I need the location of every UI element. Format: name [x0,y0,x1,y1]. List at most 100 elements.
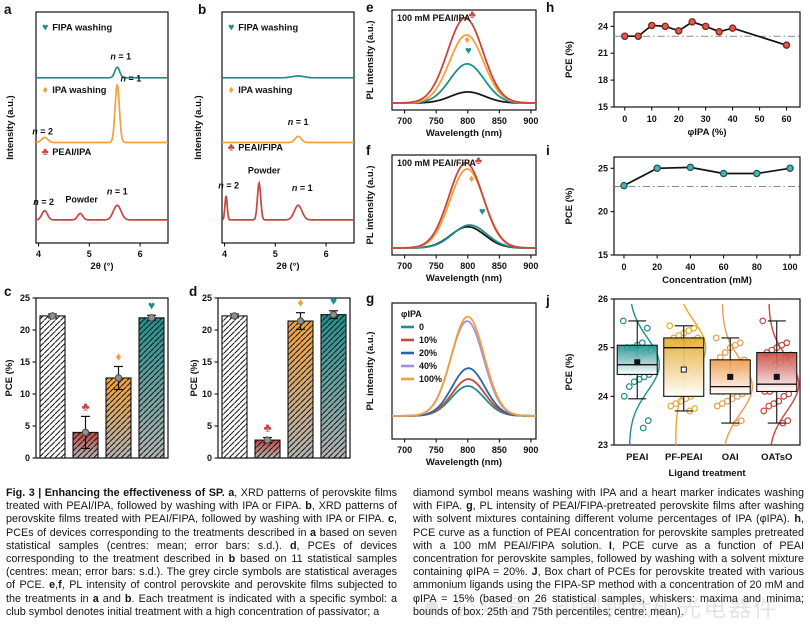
svg-text:n = 1: n = 1 [121,73,142,83]
svg-text:100%: 100% [419,374,442,384]
svg-text:5: 5 [25,421,30,431]
caption-segment: I [608,539,612,552]
svg-text:6: 6 [138,249,143,259]
panel-d-chart: 0 5 10 15 20 25 PCE (%) ♣ ♦ ♥ [189,293,351,463]
svg-text:♦: ♦ [297,296,303,310]
panel-a-label: a [4,2,12,17]
svg-text:OAI: OAI [722,452,739,463]
caption-segment: g [466,500,473,513]
svg-text:PCE (%): PCE (%) [4,360,15,397]
svg-text:PEAI: PEAI [626,452,648,463]
svg-text:800: 800 [460,116,475,126]
svg-text:750: 750 [429,261,444,271]
svg-text:20: 20 [674,114,684,124]
svg-text:♦: ♦ [464,34,470,46]
caption-segment: e [49,579,56,592]
panel-f-label: f [366,143,371,158]
svg-text:♣: ♣ [469,9,476,21]
svg-text:700: 700 [397,445,412,455]
caption-segment: b [305,500,312,513]
panel-a-chart: 4 5 6 2θ (°) Intensity (a.u.) ♥ FIPA washing n … [5,11,169,272]
svg-text:n = 1: n = 1 [288,117,309,127]
caption-segment: J [531,566,538,579]
svg-text:850: 850 [492,261,507,271]
svg-text:15: 15 [598,250,608,260]
svg-text:♥: ♥ [228,21,234,33]
svg-text:80: 80 [752,262,762,272]
svg-text:10: 10 [20,389,30,399]
panel-d-label: d [189,284,198,299]
caption-segment: Fig. 3 | Enhancing the effectiveness of … [6,487,229,499]
svg-text:10: 10 [647,114,657,124]
panel-h: h 0 10 20 30 40 50 60 φIPA (%) 15 18 21 24 PCE (%) [542,0,810,143]
caption-segment: , XRD patterns of perovskite films treat… [6,487,397,513]
svg-text:Ligand treatment: Ligand treatment [668,468,746,479]
svg-text:n = 2: n = 2 [218,181,239,191]
svg-text:4: 4 [222,249,227,259]
caption-segment: , PCEs of devices corresponding to the t… [6,539,397,566]
svg-text:♣: ♣ [228,142,235,154]
svg-text:♥: ♥ [148,298,155,312]
caption-segment: and [98,592,125,605]
panel-h-label: h [546,0,555,15]
svg-text:0: 0 [25,453,30,463]
svg-text:Powder: Powder [248,166,281,176]
svg-text:2θ (°): 2θ (°) [90,261,113,272]
svg-text:60: 60 [782,114,792,124]
svg-text:5: 5 [207,421,212,431]
svg-text:2θ (°): 2θ (°) [276,261,299,272]
panel-e-chart: 700 750 800 850 900 Wavelength (nm) PL intensi… [365,9,538,139]
svg-text:5: 5 [273,249,278,259]
svg-text:100 mM PEAI/IPA: 100 mM PEAI/IPA [397,13,471,23]
svg-text:♦: ♦ [229,84,235,96]
panel-h-chart: 0 10 20 30 40 50 60 φIPA (%) 15 18 21 24 PCE (%) [564,11,801,138]
panel-c: c 0 5 10 15 20 25 PCE (%) ♣ ♦ ♥ [0,282,188,484]
panel-g-label: g [366,291,375,306]
caption-segment: , Box chart of PCEs for perovskite treat… [413,566,804,618]
svg-text:40: 40 [685,262,695,272]
svg-text:100: 100 [783,262,798,272]
svg-text:30: 30 [701,114,711,124]
svg-text:n = 1: n = 1 [292,183,313,193]
caption-segment: diamond symbol means washing with IPA an… [413,487,804,513]
caption-segment: , PCE curve as a function of PEAI concen… [413,513,804,552]
caption-segment: . Each treatment is indicated with a spe… [6,592,398,618]
panel-c-label: c [4,284,12,299]
svg-text:Wavelength (nm): Wavelength (nm) [426,457,502,468]
figure-caption: Fig. 3 | Enhancing the effectiveness of … [6,487,804,619]
svg-text:♦: ♦ [115,349,121,363]
svg-text:IPA washing: IPA washing [238,85,293,95]
caption-segment: a [310,526,317,539]
svg-text:20: 20 [202,325,212,335]
svg-text:PCE (%): PCE (%) [564,41,575,78]
svg-text:24: 24 [598,21,608,31]
panel-i-label: i [546,143,550,158]
svg-text:PCE (%): PCE (%) [564,354,575,391]
svg-text:60: 60 [719,262,729,272]
svg-text:PL intensity (a.u.): PL intensity (a.u.) [365,20,376,99]
caption-segment: d [289,539,297,552]
svg-text:750: 750 [429,116,444,126]
svg-text:5: 5 [87,249,92,259]
panel-e-label: e [366,0,374,15]
svg-text:PL intensity (a.u.): PL intensity (a.u.) [365,331,376,410]
caption-segment: , XRD patterns of perovskite films treat… [6,500,397,526]
svg-text:10%: 10% [419,335,437,345]
svg-text:26: 26 [598,294,608,304]
panel-b-chart: 4 5 6 2θ (°) Intensity (a.u.) ♥ FIPA washing ♦ I… [193,11,355,272]
svg-text:PCE (%): PCE (%) [564,188,575,225]
caption-segment: , [55,579,59,592]
svg-text:0: 0 [621,262,626,272]
svg-text:20: 20 [652,262,662,272]
panel-i-chart: 0 20 40 60 80 100 Concentration (mM) 15 20 25 PCE … [564,156,801,286]
svg-text:PCE (%): PCE (%) [189,360,200,397]
caption-segment: , PL intensity of PEAI/FIPA-pretreated p… [413,500,804,526]
caption-segment: c [387,513,394,526]
caption-segment: , PCE curve as a function of PEAI concen… [413,539,804,579]
svg-text:♥: ♥ [465,45,472,57]
svg-text:700: 700 [397,261,412,271]
panel-a: a 4 5 6 2θ (°) Intensity (a.u.) ♥ FIPA washing… [0,0,188,282]
svg-text:φIPA (%): φIPA (%) [688,127,727,138]
svg-text:25: 25 [202,293,212,303]
